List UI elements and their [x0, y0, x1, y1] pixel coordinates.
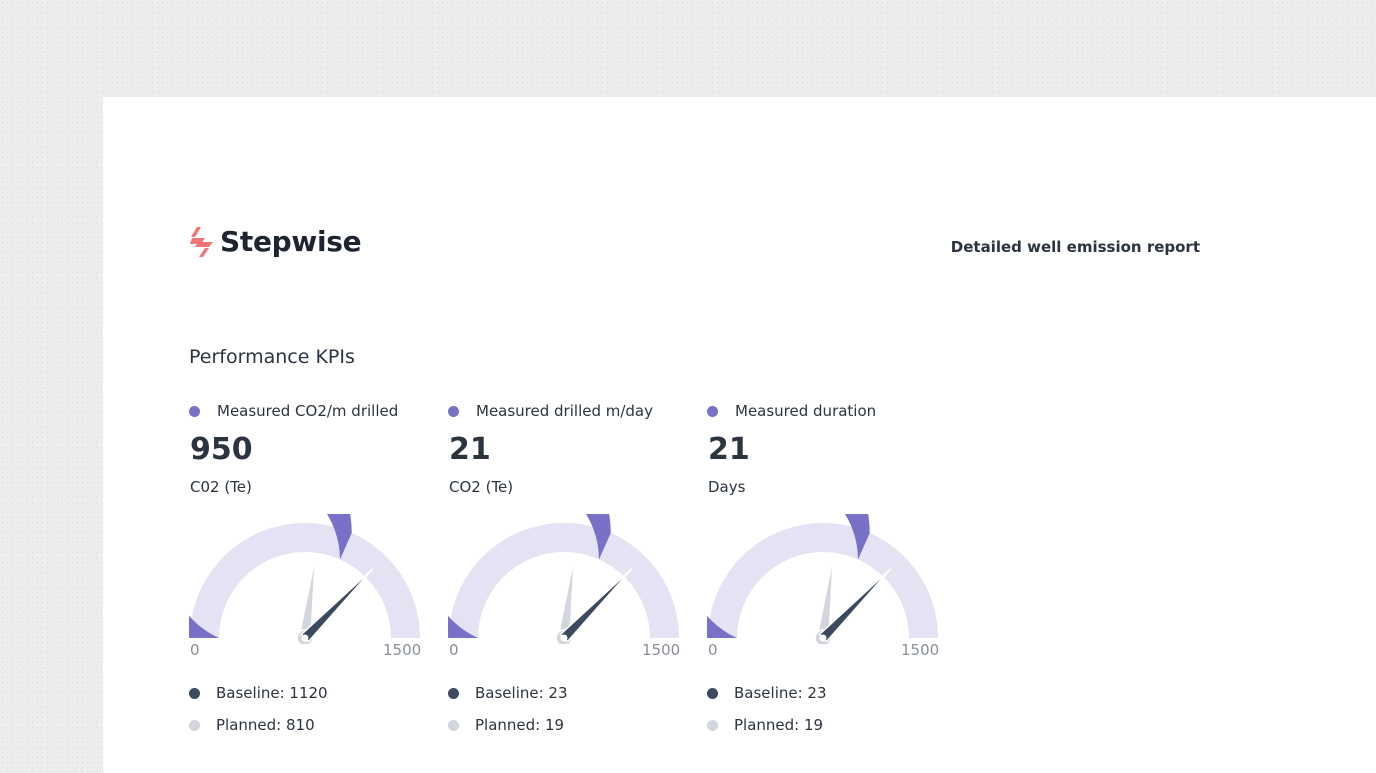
- kpi-label: Measured CO2/m drilled: [217, 402, 399, 420]
- gauge-scale-min: 0: [190, 641, 200, 659]
- gauge-hub-center: [819, 634, 827, 642]
- brand-logo: Stepwise: [189, 225, 362, 259]
- gauge-hub-center: [301, 634, 309, 642]
- kpi-value: 950: [190, 432, 253, 467]
- planned-text: Planned: 19: [734, 716, 824, 734]
- kpi-unit: CO2 (Te): [449, 478, 514, 496]
- baseline-text: Baseline: 23: [475, 684, 568, 702]
- gauge-scale-min: 0: [708, 641, 718, 659]
- kpi-unit: C02 (Te): [190, 478, 252, 496]
- baseline-legend: Baseline: 23: [448, 684, 568, 702]
- kpi-gauge: [189, 514, 420, 644]
- kpi-gauge: [707, 514, 938, 644]
- kpi-header: Measured CO2/m drilled: [189, 402, 398, 420]
- gauge-track: [449, 523, 679, 638]
- kpi-label: Measured duration: [735, 402, 877, 420]
- kpi-unit: Days: [708, 478, 746, 496]
- gauge-scale-min: 0: [449, 641, 459, 659]
- kpi-card: Measured drilled m/day 21 CO2 (Te) 0 150…: [448, 402, 698, 742]
- planned-legend-dot: [707, 719, 718, 731]
- baseline-legend-dot: [189, 687, 200, 699]
- kpi-header: Measured drilled m/day: [448, 402, 653, 420]
- kpi-value: 21: [449, 432, 491, 467]
- brand-name: Stepwise: [220, 225, 362, 258]
- baseline-legend-dot: [707, 687, 718, 699]
- gauge-scale-max: 1500: [901, 641, 940, 659]
- gauge-track: [708, 523, 938, 638]
- planned-legend: Planned: 810: [189, 716, 315, 734]
- kpi-label: Measured drilled m/day: [476, 402, 654, 420]
- gauge-measured-arc: [189, 514, 352, 638]
- planned-text: Planned: 19: [475, 716, 565, 734]
- kpi-card: Measured duration 21 Days 0 1500 Baselin…: [707, 402, 957, 742]
- planned-legend-dot: [448, 719, 459, 731]
- planned-legend: Planned: 19: [707, 716, 823, 734]
- stepwise-logo-icon: [190, 227, 213, 257]
- baseline-text: Baseline: 1120: [216, 684, 328, 702]
- measured-legend-dot: [189, 405, 200, 417]
- kpi-gauge: [448, 514, 679, 644]
- baseline-legend: Baseline: 23: [707, 684, 827, 702]
- measured-legend-dot: [707, 405, 718, 417]
- gauge-track: [190, 523, 420, 638]
- baseline-legend: Baseline: 1120: [189, 684, 328, 702]
- baseline-text: Baseline: 23: [734, 684, 827, 702]
- gauge-hub-center: [560, 634, 568, 642]
- report-card: Stepwise Detailed well emission report P…: [103, 97, 1376, 773]
- kpi-header: Measured duration: [707, 402, 876, 420]
- gauge-scale-max: 1500: [383, 641, 422, 659]
- kpi-value: 21: [708, 432, 750, 467]
- section-title: Performance KPIs: [189, 346, 355, 368]
- kpi-card: Measured CO2/m drilled 950 C02 (Te) 0 15…: [189, 402, 439, 742]
- planned-legend: Planned: 19: [448, 716, 564, 734]
- gauge-measured-arc: [707, 514, 870, 638]
- planned-legend-dot: [189, 719, 200, 731]
- gauge-measured-arc: [448, 514, 611, 638]
- report-title: Detailed well emission report: [950, 238, 1200, 256]
- baseline-legend-dot: [448, 687, 459, 699]
- measured-legend-dot: [448, 405, 459, 417]
- planned-text: Planned: 810: [216, 716, 315, 734]
- gauge-scale-max: 1500: [642, 641, 681, 659]
